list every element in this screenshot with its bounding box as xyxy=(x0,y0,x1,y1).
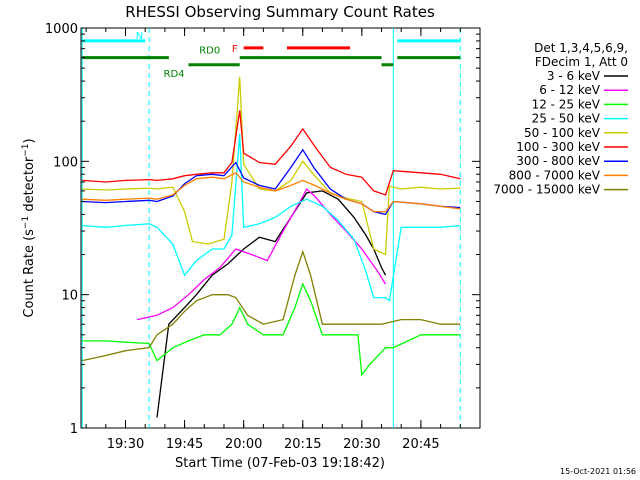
axes: 19:30 19:45 20:00 20:15 20:30 20:45 1 10 100 1000 xyxy=(45,22,481,452)
y-axis-label-sup1: −1 xyxy=(21,216,31,229)
x-axis-label: Start Time (07-Feb-03 19:18:42) xyxy=(175,456,385,471)
y-axis-label: Count Rate (s−1 detector−1) xyxy=(21,138,37,317)
plot-area xyxy=(80,27,481,429)
y-tick-label-3: 1000 xyxy=(45,22,78,37)
y-tick-label-2: 100 xyxy=(53,155,78,170)
x-tick-label-5: 20:45 xyxy=(402,437,439,452)
x-tick-label-1: 19:45 xyxy=(166,437,203,452)
x-tick-label-2: 20:00 xyxy=(225,437,262,452)
status-bars: N RD0 RD4 F xyxy=(82,31,461,80)
series-line-0 xyxy=(156,190,387,418)
status-label-rd0: RD0 xyxy=(199,46,220,57)
chart-title: RHESSI Observing Summary Count Rates xyxy=(125,3,435,21)
series-line-5 xyxy=(82,110,461,196)
legend-header-line1: Det 1,3,4,5,6,9, xyxy=(534,41,628,55)
legend-header-line2: FDecim 1, Att 0 xyxy=(535,55,628,69)
series-line-1 xyxy=(137,187,387,321)
x-tick-label-0: 19:30 xyxy=(107,437,144,452)
series-lines xyxy=(82,76,461,418)
legend-label-7: 800 - 7000 keV xyxy=(509,168,601,182)
y-tick-label-0: 1 xyxy=(70,422,78,437)
y-axis-label-mid: detector xyxy=(22,156,37,216)
y-tick-label-1: 10 xyxy=(61,289,78,304)
series-line-4 xyxy=(82,76,461,256)
legend-label-5: 100 - 300 keV xyxy=(516,140,600,154)
legend-label-3: 25 - 50 keV xyxy=(532,112,601,126)
series-line-3 xyxy=(82,134,461,303)
status-label-n: N xyxy=(136,31,143,42)
x-tick-label-3: 20:15 xyxy=(284,437,321,452)
legend-label-6: 300 - 800 keV xyxy=(516,154,600,168)
series-line-6 xyxy=(82,148,461,216)
y-axis-label-sup2: −1 xyxy=(21,143,31,156)
timestamp: 15-Oct-2021 01:56 xyxy=(560,467,636,476)
y-axis-label-main: Count Rate (s xyxy=(22,229,37,318)
x-tick-label-4: 20:30 xyxy=(343,437,380,452)
legend-label-8: 7000 - 15000 keV xyxy=(493,183,600,197)
plot-frame xyxy=(80,27,481,429)
series-line-2 xyxy=(82,282,461,377)
status-label-f: F xyxy=(232,44,238,55)
series-line-7 xyxy=(82,171,461,213)
series-line-8 xyxy=(82,249,461,362)
legend-label-1: 6 - 12 keV xyxy=(539,83,601,97)
legend-label-0: 3 - 6 keV xyxy=(547,69,601,83)
status-label-rd4: RD4 xyxy=(164,69,185,80)
legend-label-4: 50 - 100 keV xyxy=(524,126,601,140)
y-axis-label-end: ) xyxy=(22,138,37,143)
legend-label-2: 12 - 25 keV xyxy=(532,97,601,111)
